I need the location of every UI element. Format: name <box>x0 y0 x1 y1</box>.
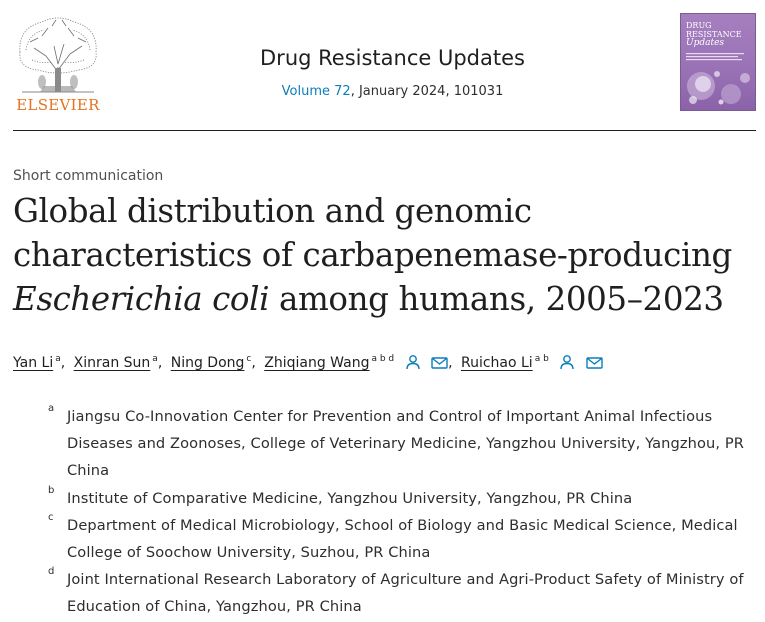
author[interactable]: Ruichao Li a b <box>460 354 549 371</box>
author-affiliation-marker[interactable]: a <box>152 354 158 364</box>
publisher-name: ELSEVIER <box>16 96 100 114</box>
elsevier-tree-logo[interactable] <box>12 12 104 116</box>
author-name[interactable]: Zhiqiang Wang <box>264 355 370 371</box>
affiliation-text: Joint International Research Laboratory … <box>67 571 744 615</box>
volume-link[interactable]: Volume 72 <box>281 84 351 99</box>
author[interactable]: Zhiqiang Wang a b d <box>264 354 395 371</box>
author-affiliation-marker[interactable]: a b d <box>371 354 395 364</box>
affiliation-text: Jiangsu Co-Innovation Center for Prevent… <box>67 408 744 479</box>
header-divider <box>13 130 756 131</box>
journal-title[interactable]: Drug Resistance Updates <box>260 46 525 70</box>
author[interactable]: Ning Dong c <box>170 354 252 371</box>
person-icon[interactable] <box>405 354 421 370</box>
cover-artwork <box>687 71 750 105</box>
author-list: Yan Li a, Xinran Sun a, Ning Dong c, Zhiqia… <box>13 354 603 371</box>
author-name[interactable]: Ruichao Li <box>460 355 533 371</box>
author-affiliation-marker[interactable]: a <box>55 354 61 364</box>
title-line: Global distribution and genomic <box>13 192 532 230</box>
title-species: Escherichia coli <box>13 280 270 318</box>
author-affiliation-marker[interactable]: c <box>246 354 252 364</box>
affiliation-letter: a <box>48 403 55 414</box>
cover-title-line: RESISTANCE <box>686 29 742 39</box>
author-name[interactable]: Yan Li <box>13 355 54 371</box>
cover-title: DRUG RESISTANCE Updates <box>686 21 752 48</box>
author-name[interactable]: Xinran Sun <box>73 355 151 371</box>
title-line: characteristics of carbapenemase-produci… <box>13 236 732 274</box>
affiliation-letter: c <box>48 512 54 523</box>
cover-title-line: Updates <box>686 38 725 48</box>
issue-details: , January 2024, 101031 <box>350 84 504 99</box>
envelope-icon[interactable] <box>431 356 448 370</box>
author-affiliation-marker[interactable]: a b <box>534 354 549 364</box>
person-icon[interactable] <box>559 354 575 370</box>
journal-cover-thumbnail[interactable]: DRUG RESISTANCE Updates <box>680 13 756 111</box>
affiliation-text: Institute of Comparative Medicine, Yangz… <box>67 490 633 507</box>
article-type: Short communication <box>13 168 164 184</box>
issue-line: Volume 72, January 2024, 101031 <box>165 84 620 99</box>
author-name[interactable]: Ning Dong <box>170 355 245 371</box>
author[interactable]: Yan Li a <box>13 354 61 371</box>
affiliation-letter: b <box>48 485 55 496</box>
article-title: Global distribution and genomic characte… <box>13 189 758 321</box>
author[interactable]: Xinran Sun a <box>73 354 158 371</box>
envelope-icon[interactable] <box>585 356 603 370</box>
cover-title-line: DRUG <box>686 21 712 30</box>
title-line: Escherichia coli among humans, 2005–2023 <box>13 277 758 321</box>
cover-subtitle-lines <box>686 53 744 61</box>
title-line-rest: among humans, 2005–2023 <box>269 280 724 318</box>
affiliation-letter: d <box>48 566 55 577</box>
affiliation-text: Department of Medical Microbiology, Scho… <box>67 517 738 561</box>
